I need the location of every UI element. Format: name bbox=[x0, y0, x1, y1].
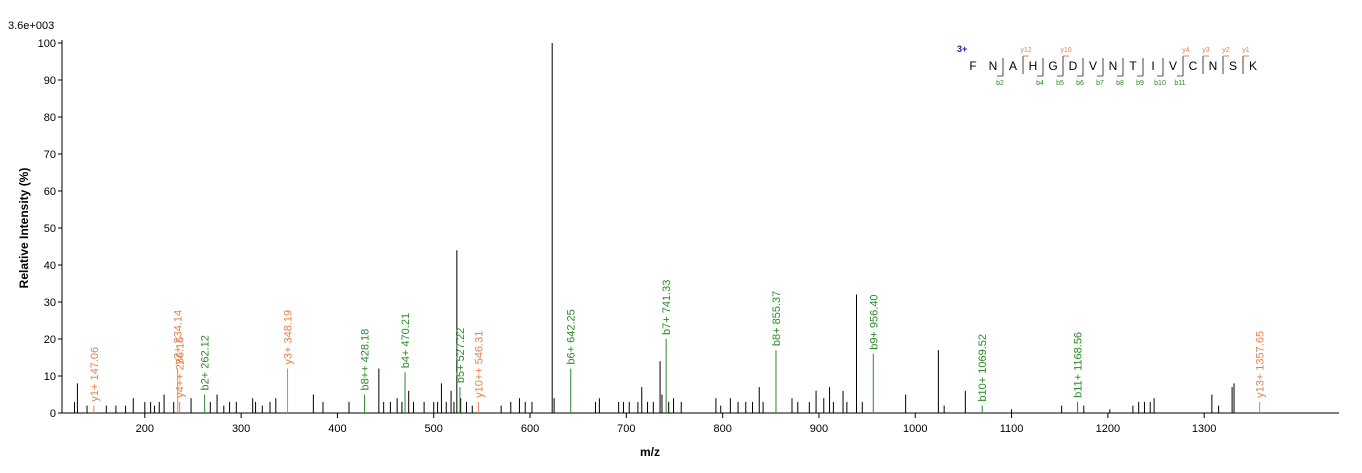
b-ion-label: b5 bbox=[1056, 80, 1064, 87]
x-tick-label: 1000 bbox=[903, 423, 927, 435]
y-ion-label: y4 bbox=[1182, 47, 1190, 54]
b-ion-label: b7 bbox=[1096, 80, 1104, 87]
b-ion-label: b6 bbox=[1076, 80, 1084, 87]
x-tick-label: 300 bbox=[232, 423, 250, 435]
residue: N bbox=[1109, 59, 1118, 73]
peak-label: y3+ 348.19 bbox=[283, 310, 295, 365]
residue: C bbox=[1189, 59, 1198, 73]
residue: H bbox=[1029, 59, 1038, 73]
y-tick-label: 90 bbox=[44, 75, 56, 87]
y-tick-label: 100 bbox=[38, 38, 56, 50]
x-tick-label: 900 bbox=[810, 423, 828, 435]
residue: K bbox=[1249, 59, 1257, 73]
x-tick-label: 600 bbox=[521, 423, 539, 435]
residue: V bbox=[1089, 59, 1097, 73]
residue: N bbox=[989, 59, 998, 73]
x-tick-label: 1100 bbox=[1000, 423, 1024, 435]
y-tick-label: 10 bbox=[44, 371, 56, 383]
peak-label: b6+ 642.25 bbox=[566, 309, 578, 364]
peak-label: y1+ 147.06 bbox=[89, 347, 101, 402]
residue: T bbox=[1129, 59, 1137, 73]
peak-label: b2+ 262.12 bbox=[200, 335, 212, 390]
peak-label: b9+ 956.40 bbox=[868, 294, 880, 349]
b-ion-label: b10 bbox=[1154, 80, 1166, 87]
y-axis-title: Relative Intensity (%) bbox=[17, 168, 31, 289]
y-ion-label: y2 bbox=[1222, 47, 1230, 54]
residue: D bbox=[1069, 59, 1078, 73]
peak-label: b5+ 527.22 bbox=[455, 328, 467, 383]
peak-label: b4+ 470.21 bbox=[400, 313, 412, 368]
peak-label: b11+ 1168.56 bbox=[1073, 332, 1085, 398]
y-tick-label: 30 bbox=[44, 297, 56, 309]
y-ion-label: y1 bbox=[1242, 47, 1250, 54]
peak-label: b8++ 428.18 bbox=[360, 329, 372, 391]
residue: S bbox=[1229, 59, 1237, 73]
x-tick-label: 400 bbox=[328, 423, 346, 435]
charge-state: 3+ bbox=[957, 44, 967, 54]
y-tick-label: 40 bbox=[44, 260, 56, 272]
y-tick-label: 60 bbox=[44, 186, 56, 198]
residue: V bbox=[1169, 59, 1177, 73]
x-tick-label: 800 bbox=[713, 423, 731, 435]
y-ion-label: y12 bbox=[1020, 47, 1031, 54]
x-tick-label: 200 bbox=[136, 423, 154, 435]
b-ion-label: b4 bbox=[1036, 80, 1044, 87]
scale-label: 3.6e+003 bbox=[8, 20, 54, 32]
y-tick-label: 70 bbox=[44, 149, 56, 161]
residue: G bbox=[1048, 59, 1057, 73]
residue: N bbox=[1209, 59, 1218, 73]
x-tick-label: 1200 bbox=[1096, 423, 1120, 435]
peak-label: y13+ 1357.65 bbox=[1255, 331, 1267, 398]
peak-label: b10+ 1069.52 bbox=[977, 334, 989, 402]
y-tick-label: 80 bbox=[44, 112, 56, 124]
peak-label: y2+ 234.14 bbox=[173, 310, 185, 365]
peak-label: b7+ 741.33 bbox=[661, 280, 673, 335]
x-axis-title: m/z bbox=[640, 445, 660, 459]
y-tick-label: 50 bbox=[44, 223, 56, 235]
y-ion-label: y3 bbox=[1202, 47, 1210, 54]
y-tick-label: 0 bbox=[50, 408, 56, 420]
peak-label: y10++ 546.31 bbox=[473, 331, 485, 398]
b-ion-label: b11 bbox=[1174, 80, 1185, 87]
b-ion-label: b2 bbox=[996, 80, 1004, 87]
x-tick-label: 700 bbox=[617, 423, 635, 435]
x-tick-label: 500 bbox=[425, 423, 443, 435]
y-tick-label: 20 bbox=[44, 334, 56, 346]
b-ion-label: b9 bbox=[1136, 80, 1144, 87]
y-ion-label: y10 bbox=[1060, 47, 1071, 54]
residue: F bbox=[969, 59, 976, 73]
peak-label: b8+ 855.37 bbox=[771, 291, 783, 346]
b-ion-label: b8 bbox=[1116, 80, 1124, 87]
residue: I bbox=[1151, 59, 1154, 73]
residue: A bbox=[1009, 59, 1017, 73]
x-tick-label: 1300 bbox=[1192, 423, 1216, 435]
